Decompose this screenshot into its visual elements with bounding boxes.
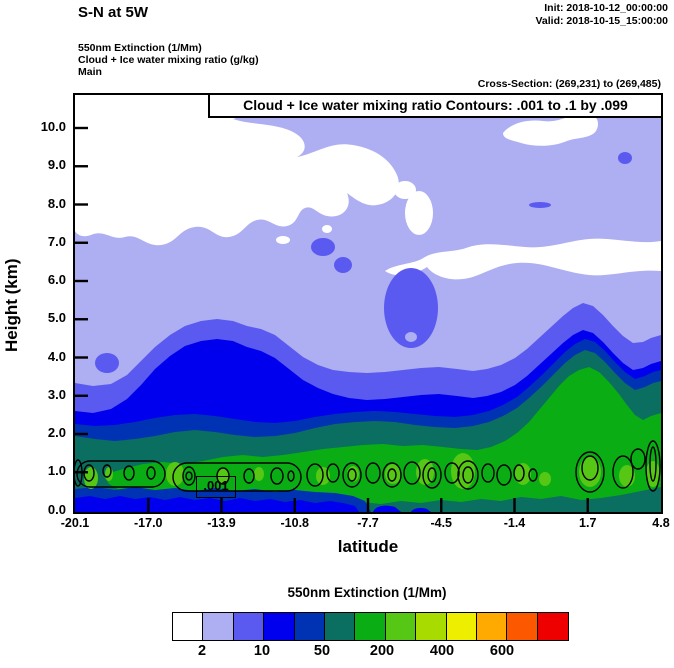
x-tick-label: -17.0: [134, 516, 163, 530]
y-tick-label: 0.0: [47, 501, 66, 517]
colorbar-cell: [172, 612, 204, 641]
x-tick-label: 1.7: [579, 516, 597, 530]
y-tick-label: 7.0: [47, 233, 66, 249]
field-line-cloud: Cloud + Ice water mixing ratio (g/kg): [78, 54, 259, 66]
colorbar-label: 10: [253, 643, 271, 659]
colorbar-cell: [354, 612, 387, 641]
contour-title-box: Cloud + Ice water mixing ratio Contours:…: [208, 93, 663, 118]
y-tick-label: 5.0: [47, 310, 66, 326]
colorbar-label: 200: [369, 643, 395, 659]
y-tick-label: 4.0: [47, 348, 66, 364]
colorbar-label: 2: [197, 643, 207, 659]
init-valid-block: Init: 2018-10-12_00:00:00 Valid: 2018-10…: [535, 2, 668, 28]
fill-surface-blue-strip: [75, 496, 359, 512]
fill-blueviolet-islands: [95, 152, 632, 373]
colorbar-label: 400: [429, 643, 455, 659]
colorbar-cell: [263, 612, 296, 641]
colorbar-cell: [202, 612, 235, 641]
y-tick-label: 1.0: [47, 463, 66, 479]
colorbar-cells: [172, 612, 569, 641]
colorbar-cell: [415, 612, 448, 641]
x-tick-label: -13.9: [207, 516, 236, 530]
x-tick-label: 4.8: [652, 516, 670, 530]
contour-value-label: .001: [196, 476, 236, 498]
y-tick-label: 8.0: [47, 195, 66, 211]
x-tick-label: -1.4: [503, 516, 526, 530]
contour-plot-svg: [75, 95, 661, 512]
field-line-extinction: 550nm Extinction (1/Mm): [78, 42, 202, 54]
colorbar-cell: [293, 612, 326, 641]
cross-section-label: Cross-Section: (269,231) to (269,485): [477, 78, 661, 90]
y-axis-title-wrap: Height (km): [2, 195, 24, 415]
x-tick-label: -10.8: [280, 516, 310, 530]
colorbar-label: 600: [489, 643, 515, 659]
colorbar-cell: [445, 612, 478, 641]
colorbar-cell: [324, 612, 357, 641]
colorbar-title: 550nm Extinction (1/Mm): [287, 585, 447, 600]
y-axis-title: Height (km): [2, 258, 21, 352]
page-title: S-N at 5W: [78, 4, 149, 21]
init-time: Init: 2018-10-12_00:00:00: [544, 2, 668, 14]
colorbar-cell: [506, 612, 539, 641]
x-tick-label: -20.1: [60, 516, 90, 530]
x-tick-label: -4.5: [430, 516, 453, 530]
valid-time: Valid: 2018-10-15_15:00:00: [535, 15, 668, 27]
y-tick-label: 3.0: [47, 386, 66, 402]
plot-area: Cloud + Ice water mixing ratio Contours:…: [73, 93, 663, 514]
field-line-domain: Main: [78, 66, 102, 78]
field-list: 550nm Extinction (1/Mm) Cloud + Ice wate…: [78, 42, 259, 78]
colorbar-label: 50: [313, 643, 331, 659]
colorbar-cell: [536, 612, 569, 641]
colorbar-cell: [384, 612, 417, 641]
y-tick-label: 10.0: [40, 119, 66, 134]
colorbar-cell: [232, 612, 265, 641]
y-tick-label: 6.0: [47, 272, 66, 287]
x-axis-title: latitude: [337, 537, 399, 556]
colorbar-cell: [476, 612, 509, 641]
fill-white-regions: [75, 95, 661, 280]
y-tick-label: 2.0: [47, 425, 66, 440]
axis-tick-marks: [75, 126, 589, 512]
y-tick-label: 9.0: [47, 157, 66, 173]
x-tick-label: -7.7: [357, 516, 379, 530]
